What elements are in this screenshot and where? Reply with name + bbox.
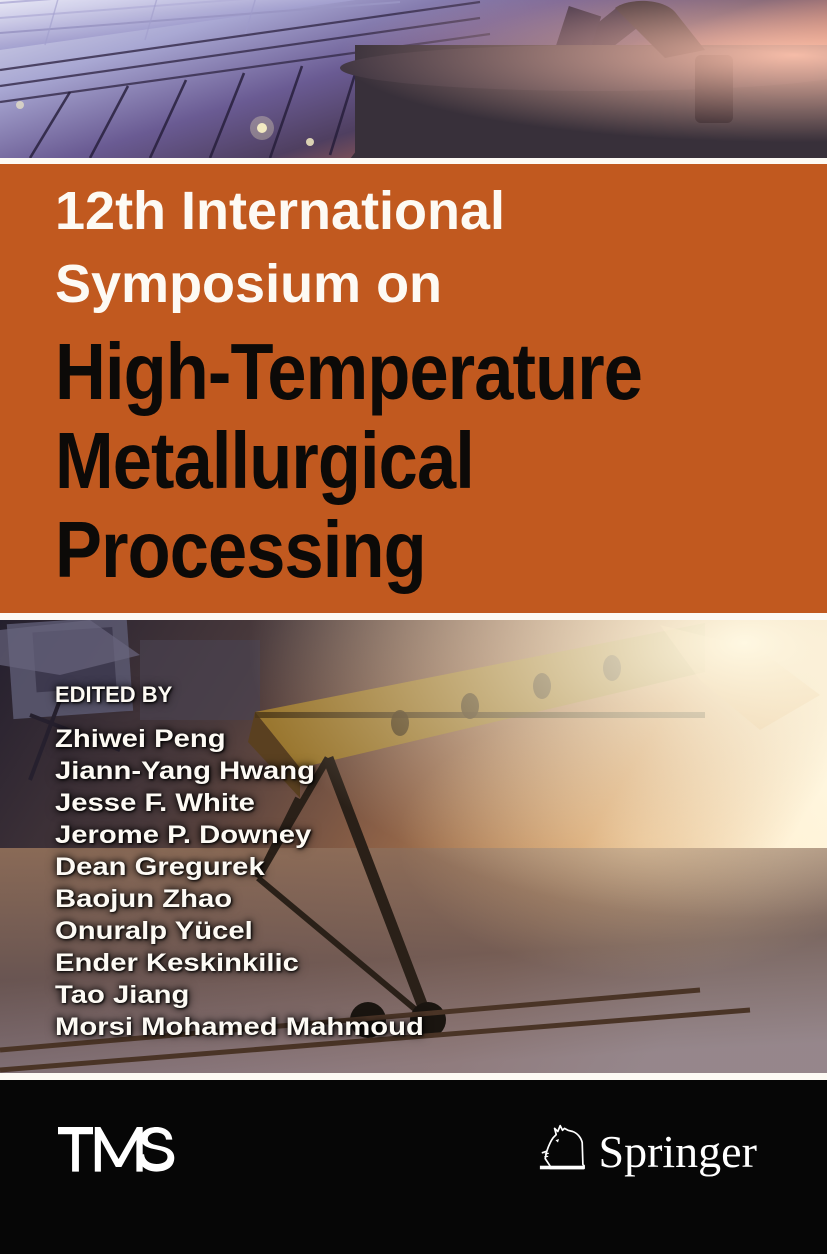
svg-text:Springer: Springer	[599, 1126, 757, 1177]
